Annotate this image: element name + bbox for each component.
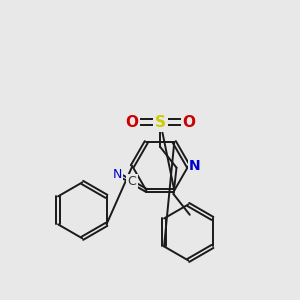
Text: S: S [155,115,166,130]
Text: N: N [189,159,201,173]
Text: C: C [128,175,136,188]
Text: O: O [182,115,195,130]
Text: O: O [125,115,138,130]
Text: N: N [112,168,122,181]
